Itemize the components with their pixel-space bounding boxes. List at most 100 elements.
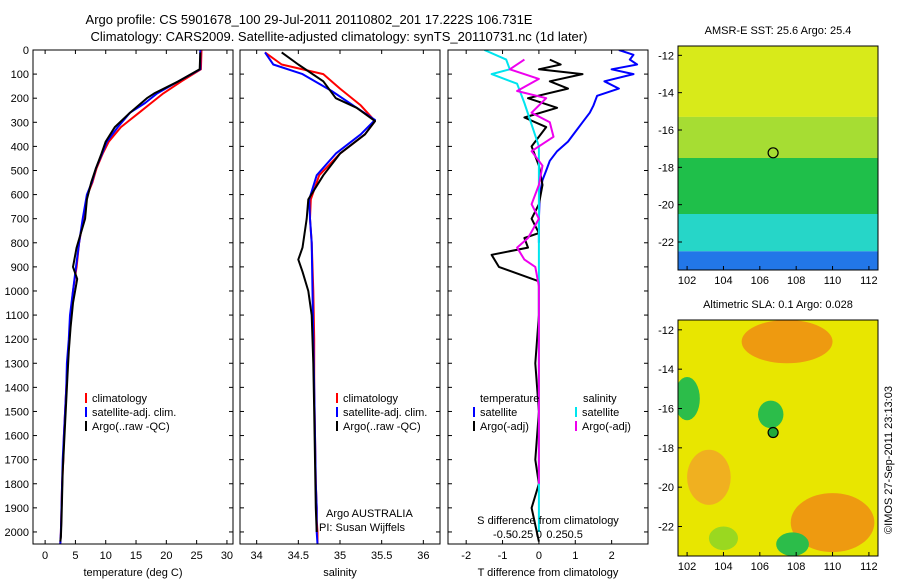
sst_map-ytick-label: -22	[658, 237, 674, 249]
sst_map-xtick-label: 102	[678, 275, 696, 287]
difference-legend-title-temperature: temperature	[480, 393, 539, 405]
depth-tick-label: 1900	[5, 503, 29, 515]
depth-tick-label: 100	[11, 69, 29, 81]
sla_map-xtick-label: 108	[787, 561, 805, 573]
temperature-legend-label: Argo(..raw -QC)	[92, 421, 170, 433]
salinity-xlabel: salinity	[323, 567, 357, 579]
difference-s-tick-label: 0	[536, 529, 542, 541]
temperature-xtick-label: 20	[160, 550, 172, 562]
sst_map-band	[678, 214, 878, 252]
difference-xlabel: T difference from climatology	[478, 567, 619, 579]
depth-tick-label: 1800	[5, 479, 29, 491]
depth-tick-label: 1400	[5, 382, 29, 394]
salinity-annotation-line-2: PI: Susan Wijffels	[319, 522, 405, 534]
difference-line-temperature-satellite	[537, 50, 639, 243]
difference-sal-legend-label: satellite	[582, 407, 619, 419]
salinity-frame	[239, 49, 441, 545]
sla_map-xtick-label: 112	[860, 561, 878, 573]
depth-tick-label: 1700	[5, 455, 29, 467]
difference-s-tick-label: 0.25	[546, 529, 567, 541]
sst_map-band	[678, 251, 878, 270]
difference-temp-legend-label: Argo(-adj)	[480, 421, 529, 433]
temperature-panel: 0 5 10 15 20 25 300100200300400500600700800900…	[5, 45, 234, 579]
sst_map-title: AMSR-E SST: 25.6 Argo: 25.4	[705, 25, 852, 37]
difference-line-salinity-satellite	[483, 50, 540, 532]
timestamp: ©IMOS 27-Sep-2011 23:13:03	[883, 386, 895, 534]
salinity-legend-label: satellite-adj. clim.	[343, 407, 427, 419]
sla_map-ytick-label: -14	[658, 364, 674, 376]
temperature-xlabel: temperature (deg C)	[83, 567, 182, 579]
difference-s-xlabel: S difference from climatology	[477, 515, 619, 527]
sla_map-ytick-label: -18	[658, 443, 674, 455]
sla_map-xtick-label: 102	[678, 561, 696, 573]
depth-tick-label: 800	[11, 238, 29, 250]
depth-tick-label: 400	[11, 141, 29, 153]
sla_map-frame	[677, 319, 879, 557]
temperature-line-argo-raw-qc-	[59, 52, 202, 542]
difference-s-tick-label: -0.25	[508, 529, 533, 541]
sla_map-ytick-label: -16	[658, 404, 674, 416]
salinity-series-group	[264, 51, 376, 544]
header-line-2: Climatology: CARS2009. Satellite-adjuste…	[91, 29, 588, 44]
salinity-xtick-label: 35.5	[371, 550, 392, 562]
salinity-legend-label: Argo(..raw -QC)	[343, 421, 421, 433]
sst_map-band	[678, 158, 878, 214]
temperature-line-climatology	[59, 50, 203, 544]
header-line-1: Argo profile: CS 5901678_100 29-Jul-2011…	[86, 12, 533, 27]
depth-tick-label: 200	[11, 93, 29, 105]
temperature-xtick-label: 10	[100, 550, 112, 562]
sla_map-ytick-label: -12	[658, 325, 674, 337]
salinity-legend-label: climatology	[343, 393, 399, 405]
sst_map-ytick-label: -16	[658, 125, 674, 137]
temperature-xtick-label: 0	[42, 550, 48, 562]
difference-xtick-label: 0	[536, 550, 542, 562]
sst_map-ytick-label: -18	[658, 162, 674, 174]
sla_map-blob	[790, 493, 875, 553]
sla_map-field	[678, 320, 878, 556]
sst_map-band	[678, 46, 878, 117]
sst_map-xtick-label: 112	[860, 275, 878, 287]
sla_map-panel: 102 104 106 108 110 112 -12 -14 -16 -18 -20 -22 Alti…	[658, 299, 879, 573]
salinity-line-argo-raw-qc-	[281, 51, 376, 533]
temperature-xtick-label: 25	[191, 550, 203, 562]
depth-tick-label: 300	[11, 117, 29, 129]
sst_map-ytick-label: -12	[658, 50, 674, 62]
sst_map-xtick-label: 108	[787, 275, 805, 287]
temperature-legend-label: climatology	[92, 393, 148, 405]
depth-tick-label: 1600	[5, 431, 29, 443]
sst_map-xtick-label: 110	[824, 275, 842, 287]
sla_map-title: Altimetric SLA: 0.1 Argo: 0.028	[703, 299, 853, 311]
temperature-legend-label: satellite-adj. clim.	[92, 407, 176, 419]
difference-line-temperature-argo	[490, 58, 584, 542]
difference-s-tick-label: 0.5	[568, 529, 583, 541]
sst_map-xtick-label: 104	[714, 275, 732, 287]
sla_map-blob	[776, 532, 809, 556]
depth-tick-label: 2000	[5, 527, 29, 539]
temperature-xtick-label: 30	[221, 550, 233, 562]
depth-tick-label: 600	[11, 190, 29, 202]
depth-tick-label: 500	[11, 165, 29, 177]
salinity-line-climatology	[264, 51, 376, 544]
depth-tick-label: 1500	[5, 406, 29, 418]
sst_map-panel: 102 104 106 108 110 112 -12 -14 -16 -18 -20 -22 AMSR…	[658, 25, 879, 287]
sst_map-ytick-label: -14	[658, 88, 674, 100]
difference-s-tick-label: -0.5	[493, 529, 512, 541]
salinity-annotation-line-1: Argo AUSTRALIA	[326, 508, 413, 520]
depth-tick-label: 900	[11, 262, 29, 274]
sla_map-ytick-label: -22	[658, 522, 674, 534]
sla_map-blob	[687, 449, 731, 505]
salinity-panel: 34 34.5 35 35.5 36 salinity climatology satelli…	[239, 49, 441, 579]
salinity-xtick-label: 34	[251, 550, 263, 562]
depth-tick-label: 1100	[5, 310, 29, 322]
difference-series-group	[483, 50, 639, 542]
difference-xtick-label: -2	[461, 550, 471, 562]
sla_map-xtick-label: 106	[751, 561, 769, 573]
difference-frame	[447, 49, 649, 545]
difference-legend-title-salinity: salinity	[583, 393, 617, 405]
sst_map-frame	[677, 45, 879, 271]
temperature-frame	[32, 49, 234, 545]
depth-tick-label: 0	[23, 45, 29, 57]
sst_map-ytick-label: -20	[658, 200, 674, 212]
difference-panel: -2 -1 0 1 2 T difference from climatology temp…	[447, 49, 649, 579]
